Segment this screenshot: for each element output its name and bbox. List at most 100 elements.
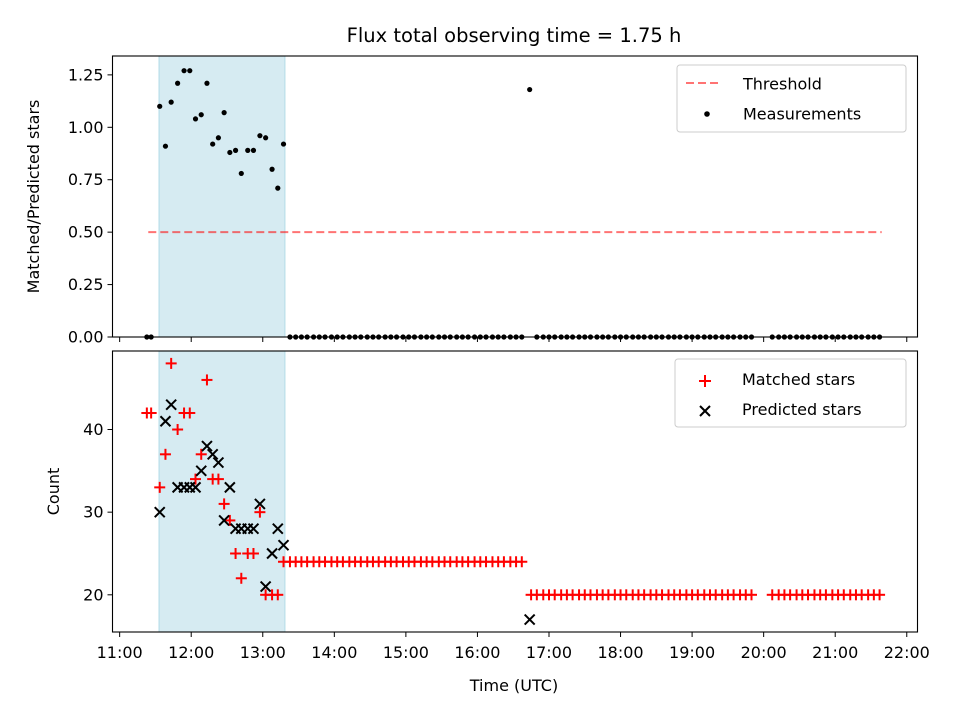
- matched-point: [145, 407, 157, 419]
- bottom-ytick-label: 40: [83, 420, 103, 439]
- xtick-label: 13:00: [240, 643, 286, 662]
- measurement-point: [245, 147, 251, 153]
- predicted-point: [218, 514, 230, 527]
- predicted-point: [159, 415, 172, 427]
- measurement-point: [215, 135, 222, 141]
- legend-measurements-swatch: [704, 111, 710, 117]
- legend-measurements-label: Measurements: [743, 105, 861, 124]
- matched-point: [235, 572, 247, 584]
- top-ytick-label: 0.50: [68, 223, 104, 242]
- matched-point: [516, 556, 528, 568]
- top-ytick-label: 1.00: [68, 118, 104, 137]
- matched-point: [212, 473, 224, 485]
- xtick-label: 19:00: [669, 643, 715, 662]
- measurement-point: [527, 86, 533, 93]
- top-ytick-label: 0.75: [68, 170, 104, 189]
- top-ytick-label: 0.00: [68, 328, 104, 347]
- xtick-label: 18:00: [597, 643, 643, 662]
- measurement-point: [198, 112, 204, 118]
- matched-point: [172, 424, 184, 436]
- measurement-point: [250, 147, 257, 153]
- measurement-point: [257, 133, 263, 139]
- matched-point: [745, 589, 757, 601]
- predicted-point: [259, 580, 272, 593]
- matched-point: [184, 407, 196, 419]
- bottom-ytick-label: 20: [83, 585, 103, 604]
- top-ytick-label: 1.25: [68, 65, 104, 84]
- matched-point: [190, 473, 202, 485]
- measurement-point: [221, 110, 227, 116]
- top-ytick-label: 0.25: [68, 275, 104, 294]
- matched-point: [247, 547, 259, 559]
- top-legend: Threshold Measurements: [676, 64, 907, 133]
- xtick-label: 12:00: [168, 643, 214, 662]
- top-shaded-span: [158, 55, 286, 338]
- legend-matched-label: Matched stars: [742, 370, 855, 389]
- measurement-point: [280, 141, 287, 147]
- measurement-point: [162, 143, 169, 149]
- matched-point: [218, 498, 230, 510]
- measurement-point: [263, 135, 269, 141]
- measurement-point: [204, 80, 210, 86]
- predicted-point: [254, 498, 266, 510]
- predicted-point: [206, 448, 219, 461]
- top-y-axis-label: Matched/Predicted stars: [24, 100, 43, 294]
- top-axes: 0.00 0.25 0.50 0.75 1.00 1.25 Matched/Predict…: [24, 55, 919, 347]
- measurement-point: [227, 149, 233, 156]
- xtick-label: 21:00: [812, 643, 858, 662]
- measurement-point: [175, 80, 181, 86]
- measurement-point: [192, 116, 199, 122]
- predicted-point: [277, 539, 290, 551]
- matched-point: [272, 589, 284, 601]
- bottom-legend: Matched stars Predicted stars: [674, 358, 907, 428]
- predicted-point: [195, 465, 207, 477]
- predicted-point: [224, 481, 236, 494]
- matched-point: [254, 506, 266, 518]
- chart-title: Flux total observing time = 1.75 h: [347, 24, 682, 47]
- legend-predicted-label: Predicted stars: [742, 400, 862, 419]
- xtick-label: 11:00: [97, 643, 143, 662]
- predicted-point: [189, 481, 202, 494]
- bottom-y-axis-label: Count: [44, 468, 63, 516]
- matched-point: [201, 374, 213, 386]
- matched-point: [154, 481, 166, 493]
- predicted-point: [154, 506, 166, 518]
- measurement-point: [168, 99, 174, 105]
- measurement-point: [232, 147, 239, 153]
- bottom-axes: 20 30 40 11:00 12:00 13:00 14:00 15:00 16:00 17:…: [44, 350, 930, 695]
- matched-point: [159, 448, 171, 460]
- xtick-label: 17:00: [526, 643, 572, 662]
- x-axis-label: Time (UTC): [469, 676, 558, 695]
- predicted-point: [266, 547, 278, 560]
- measurement-point: [238, 170, 244, 177]
- predicted-point: [523, 613, 536, 626]
- xtick-label: 22:00: [884, 643, 930, 662]
- xtick-label: 16:00: [454, 643, 500, 662]
- xtick-label: 20:00: [741, 643, 787, 662]
- bottom-ytick-label: 30: [83, 503, 103, 522]
- predicted-point: [247, 522, 260, 535]
- matched-point: [165, 357, 177, 369]
- measurement-point: [275, 185, 281, 191]
- predicted-point: [212, 456, 225, 469]
- xtick-label: 15:00: [383, 643, 429, 662]
- top-frame: [111, 55, 919, 338]
- bottom-frame: [111, 350, 919, 633]
- matched-point: [195, 448, 207, 460]
- matched-point: [230, 547, 242, 559]
- measurement-point: [187, 68, 193, 74]
- measurement-point: [181, 68, 187, 74]
- legend-threshold-label: Threshold: [742, 75, 822, 94]
- predicted-point: [272, 522, 284, 535]
- measurement-point: [269, 166, 275, 172]
- measurement-point: [210, 141, 216, 147]
- predicted-point: [201, 440, 213, 452]
- matched-point: [874, 589, 886, 601]
- xtick-label: 14:00: [311, 643, 357, 662]
- predicted-point: [165, 399, 177, 411]
- matched-point: [224, 514, 236, 526]
- measurement-point: [157, 103, 163, 109]
- legend-predicted-swatch: [699, 405, 711, 417]
- legend-matched-swatch: [699, 375, 711, 387]
